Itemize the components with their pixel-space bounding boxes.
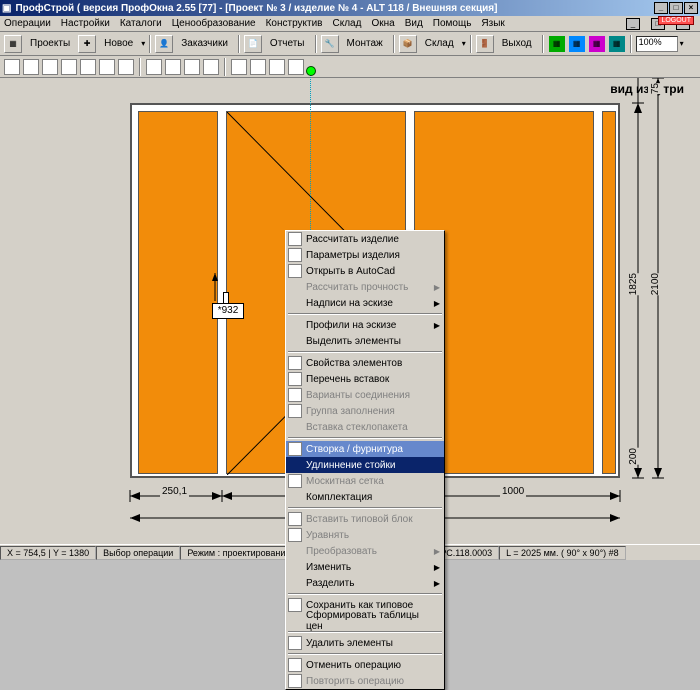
- status-coords: X = 754,5 | Y = 1380: [0, 546, 96, 560]
- t3[interactable]: ▦: [588, 35, 606, 53]
- cmenu-item: Москитная сетка: [286, 473, 444, 489]
- orders-icon[interactable]: 👤: [155, 35, 173, 53]
- status-op: Выбор операции: [96, 546, 180, 560]
- dim-h3: 1825: [626, 273, 641, 295]
- cmenu-item[interactable]: Перечень вставок: [286, 371, 444, 387]
- drawing-canvas[interactable]: вид изнутри *932: [0, 78, 700, 544]
- menu-lang[interactable]: Язык: [481, 18, 504, 29]
- dim-h4: 2100: [648, 273, 663, 295]
- min-button[interactable]: _: [654, 2, 668, 14]
- reports-label: Отчеты: [270, 38, 305, 49]
- cmenu-item[interactable]: Свойства элементов: [286, 355, 444, 371]
- max-button[interactable]: □: [669, 2, 683, 14]
- menu-construct[interactable]: Конструктив: [266, 18, 323, 29]
- t4[interactable]: ▦: [608, 35, 626, 53]
- ic2-12[interactable]: [231, 59, 247, 75]
- ic2-1[interactable]: [4, 59, 20, 75]
- dim-d3: 1000: [500, 486, 526, 497]
- ic2-5[interactable]: [80, 59, 96, 75]
- cmenu-item[interactable]: Надписи на эскизе▶: [286, 295, 444, 311]
- mounting-icon[interactable]: 🔧: [321, 35, 339, 53]
- exit-label: Выход: [502, 38, 532, 49]
- cmenu-item[interactable]: Створка / фурнитура: [286, 441, 444, 457]
- logout-badge[interactable]: LOGOUT: [658, 16, 694, 25]
- projects-label: Проекты: [30, 38, 70, 49]
- menu-windows[interactable]: Окна: [371, 18, 394, 29]
- window-controls: _ □ ×: [654, 2, 698, 14]
- child-min[interactable]: _: [626, 18, 640, 30]
- ic2-6[interactable]: [99, 59, 115, 75]
- cmenu-item[interactable]: Выделить элементы: [286, 333, 444, 349]
- cmenu-item[interactable]: Сформировать таблицы цен: [286, 613, 444, 629]
- status-size: L = 2025 мм. ( 90° x 90°) #8: [499, 546, 626, 560]
- menu-help[interactable]: Помощь: [433, 18, 472, 29]
- zoom-combo[interactable]: 100%: [636, 36, 678, 52]
- cmenu-item[interactable]: Разделить▶: [286, 575, 444, 591]
- cmenu-item[interactable]: Параметры изделия: [286, 247, 444, 263]
- new-icon[interactable]: ✚: [78, 35, 96, 53]
- ic2-7[interactable]: [118, 59, 134, 75]
- cmenu-item[interactable]: Удлиннение стойки: [286, 457, 444, 473]
- cmenu-item[interactable]: Профили на эскизе▶: [286, 317, 444, 333]
- cmenu-item: Группа заполнения: [286, 403, 444, 419]
- menu-view[interactable]: Вид: [405, 18, 423, 29]
- menu-settings[interactable]: Настройки: [61, 18, 110, 29]
- ic2-3[interactable]: [42, 59, 58, 75]
- cmenu-item: Рассчитать прочность▶: [286, 279, 444, 295]
- ic2-15[interactable]: [288, 59, 304, 75]
- toolbar-icons: [0, 56, 700, 78]
- context-menu: Рассчитать изделиеПараметры изделияОткры…: [285, 230, 445, 690]
- cmenu-item: Повторить операцию: [286, 673, 444, 689]
- close-button[interactable]: ×: [684, 2, 698, 14]
- ic2-14[interactable]: [269, 59, 285, 75]
- reports-icon[interactable]: 📄: [244, 35, 262, 53]
- dim-h2: 200: [626, 448, 641, 465]
- warehouse-label: Склад: [425, 38, 454, 49]
- cmenu-item[interactable]: Удалить элементы: [286, 635, 444, 651]
- ic2-11[interactable]: [203, 59, 219, 75]
- ic2-10[interactable]: [184, 59, 200, 75]
- ic2-13[interactable]: [250, 59, 266, 75]
- ic2-4[interactable]: [61, 59, 77, 75]
- projects-icon[interactable]: ▦: [4, 35, 22, 53]
- dim-d1: 250,1: [160, 486, 189, 497]
- cmenu-item[interactable]: Отменить операцию: [286, 657, 444, 673]
- title-text: ПрофСтрой ( версия ПрофОкна 2.55 [77] - …: [15, 3, 497, 14]
- warehouse-group-icon[interactable]: 📦: [399, 35, 417, 53]
- cmenu-item: Вставка стеклопакета: [286, 419, 444, 435]
- t1[interactable]: ▦: [548, 35, 566, 53]
- cmenu-item: Преобразовать▶: [286, 543, 444, 559]
- cmenu-item: Вставить типовой блок: [286, 511, 444, 527]
- menu-operations[interactable]: Операции: [4, 18, 51, 29]
- exit-icon[interactable]: 🚪: [476, 35, 494, 53]
- cmenu-item[interactable]: Рассчитать изделие: [286, 231, 444, 247]
- ic2-9[interactable]: [165, 59, 181, 75]
- mounting-label: Монтаж: [347, 38, 383, 49]
- marker-top: [306, 66, 316, 76]
- dim-h1: 75: [648, 83, 663, 94]
- cmenu-item: Варианты соединения: [286, 387, 444, 403]
- menu-catalogs[interactable]: Каталоги: [120, 18, 162, 29]
- cmenu-item[interactable]: Открыть в AutoCad: [286, 263, 444, 279]
- menu-pricing[interactable]: Ценообразование: [172, 18, 256, 29]
- ic2-2[interactable]: [23, 59, 39, 75]
- menubar: Операции Настройки Каталоги Ценообразова…: [0, 16, 700, 32]
- titlebar: ▣ ПрофСтрой ( версия ПрофОкна 2.55 [77] …: [0, 0, 700, 16]
- new-label: Новое: [104, 38, 133, 49]
- ic2-8[interactable]: [146, 59, 162, 75]
- app-icon: ▣: [2, 3, 11, 14]
- cmenu-item: Уравнять: [286, 527, 444, 543]
- cmenu-item[interactable]: Комплектация: [286, 489, 444, 505]
- orders-label: Заказчики: [181, 38, 228, 49]
- toolbar-main: ▦Проекты ✚Новое ▾ 👤Заказчики 📄Отчеты 🔧Мо…: [0, 32, 700, 56]
- cmenu-item[interactable]: Изменить▶: [286, 559, 444, 575]
- menu-warehouse[interactable]: Склад: [333, 18, 362, 29]
- t2[interactable]: ▦: [568, 35, 586, 53]
